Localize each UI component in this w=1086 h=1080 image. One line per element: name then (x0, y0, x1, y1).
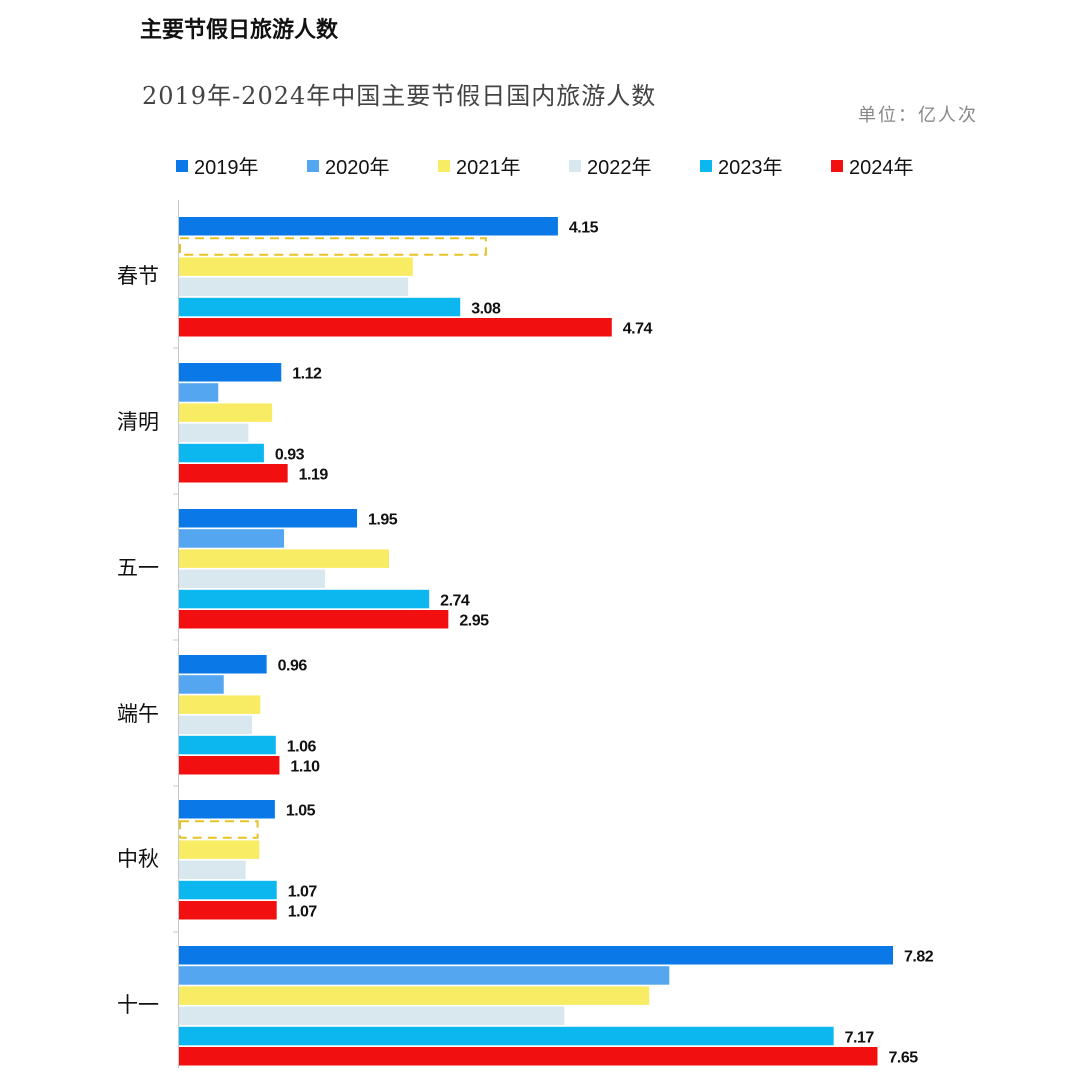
bar-2023年-清明 (179, 443, 264, 463)
category-label: 端午 (117, 702, 159, 726)
data-label: 1.10 (290, 759, 320, 776)
category-label: 中秋 (117, 847, 159, 871)
bar-2024年-端午 (179, 756, 280, 775)
category-label: 春节 (117, 264, 159, 288)
legend-item-3: 2022年 (569, 151, 700, 180)
legend-swatch (176, 159, 188, 172)
bar-2021年-端午 (179, 695, 261, 714)
legend-swatch (307, 159, 319, 172)
bar-2023年-端午 (179, 735, 276, 755)
chart-title: 主要节假日旅游人数 (140, 18, 339, 43)
data-label: 4.15 (569, 220, 599, 237)
bar-2022年-清明 (179, 423, 249, 443)
legend-item-0: 2019年 (176, 151, 307, 180)
bar-2020年-五一 (179, 529, 284, 548)
data-label: 4.74 (623, 321, 653, 338)
bar-2022年-十一 (179, 1006, 565, 1026)
bar-2021年-清明 (179, 403, 273, 422)
category-label: 五一 (117, 556, 159, 580)
bar-2023年-十一 (179, 1026, 834, 1046)
unit-label: 单位：亿人次 (858, 105, 978, 126)
legend: 2019年 2020年 2021年 2022年 2023年 2024年 (176, 151, 962, 180)
data-label: 2.74 (440, 592, 470, 609)
missing-data-placeholder (179, 237, 487, 256)
bar-2020年-十一 (179, 966, 670, 985)
legend-item-4: 2023年 (700, 151, 831, 180)
data-label: 1.19 (299, 467, 329, 484)
category-label: 十一 (117, 993, 159, 1017)
missing-data-placeholder (179, 820, 259, 839)
legend-swatch (831, 159, 843, 172)
bar-2024年-五一 (179, 610, 449, 629)
data-label: 7.17 (845, 1029, 875, 1046)
bar-2021年-春节 (179, 257, 413, 276)
legend-item-5: 2024年 (831, 151, 962, 180)
bar-2019年-五一 (179, 509, 358, 528)
data-label: 1.05 (286, 803, 316, 820)
bar-2023年-中秋 (179, 880, 277, 900)
bar-2022年-端午 (179, 715, 253, 735)
data-label: 7.82 (904, 949, 934, 966)
data-label: 1.12 (292, 366, 322, 383)
data-label: 2.95 (459, 613, 489, 630)
legend-swatch (438, 159, 450, 172)
legend-swatch (569, 159, 581, 172)
legend-label: 2019年 (194, 157, 259, 179)
data-label: 1.06 (287, 738, 317, 755)
bar-2021年-五一 (179, 549, 389, 568)
data-label: 0.96 (278, 658, 308, 675)
bar-2019年-十一 (179, 946, 893, 965)
bar-2024年-清明 (179, 464, 288, 483)
data-label: 1.07 (288, 904, 318, 921)
legend-label: 2022年 (587, 157, 652, 179)
legend-label: 2020年 (325, 157, 390, 179)
data-label: 0.93 (275, 446, 305, 463)
bar-2021年-十一 (179, 986, 650, 1005)
category-label: 清明 (117, 410, 159, 434)
legend-item-1: 2020年 (307, 151, 438, 180)
bar-2021年-中秋 (179, 840, 260, 859)
legend-label: 2021年 (456, 157, 521, 179)
legend-item-2: 2021年 (438, 151, 569, 180)
bar-2022年-五一 (179, 569, 326, 589)
bar-2019年-端午 (179, 655, 267, 674)
legend-label: 2023年 (718, 157, 783, 179)
data-label: 1.07 (288, 883, 318, 900)
bar-2019年-春节 (179, 217, 558, 236)
bar-2022年-中秋 (179, 860, 246, 880)
bar-2024年-十一 (179, 1047, 878, 1066)
bar-2023年-五一 (179, 589, 430, 609)
bar-2019年-中秋 (179, 800, 275, 819)
bar-2023年-春节 (179, 297, 461, 317)
data-label: 7.65 (888, 1050, 918, 1067)
bar-2020年-端午 (179, 675, 224, 694)
chart-subtitle: 2019年-2024年中国主要节假日国内旅游人数 (142, 82, 657, 110)
bar-2022年-春节 (179, 277, 409, 297)
legend-label: 2024年 (849, 157, 914, 179)
bar-2024年-春节 (179, 318, 612, 337)
bar-2020年-清明 (179, 383, 219, 402)
data-label: 3.08 (471, 300, 501, 317)
bar-2019年-清明 (179, 363, 282, 382)
bar-2024年-中秋 (179, 901, 277, 920)
data-label: 1.95 (368, 512, 398, 529)
legend-swatch (700, 159, 712, 172)
